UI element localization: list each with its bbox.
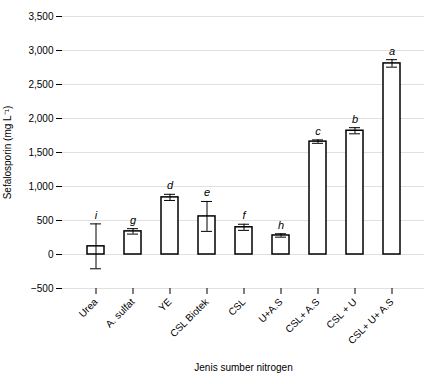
svg-text:b: b bbox=[352, 113, 358, 125]
svg-text:i: i bbox=[95, 209, 98, 221]
svg-text:0: 0 bbox=[48, 249, 54, 260]
svg-text:CSL Biotek: CSL Biotek bbox=[168, 296, 212, 340]
svg-text:Jenis sumber nitrogen: Jenis sumber nitrogen bbox=[194, 362, 292, 373]
svg-text:d: d bbox=[167, 179, 174, 191]
svg-text:YE: YE bbox=[156, 296, 173, 313]
svg-text:3,500: 3,500 bbox=[28, 11, 53, 22]
svg-text:Urea: Urea bbox=[77, 296, 100, 319]
svg-text:−500: −500 bbox=[31, 283, 54, 294]
svg-text:h: h bbox=[278, 219, 284, 231]
svg-text:1,500: 1,500 bbox=[28, 147, 53, 158]
svg-text:a: a bbox=[389, 45, 395, 57]
svg-text:U+A.S: U+A.S bbox=[256, 296, 285, 325]
svg-text:CSL: CSL bbox=[226, 296, 248, 318]
svg-text:e: e bbox=[204, 186, 210, 198]
svg-text:Sefalosporin (mg L⁻¹): Sefalosporin (mg L⁻¹) bbox=[2, 106, 13, 200]
svg-text:A. sulfat: A. sulfat bbox=[103, 296, 136, 329]
svg-text:g: g bbox=[130, 214, 137, 226]
svg-text:3,000: 3,000 bbox=[28, 45, 53, 56]
svg-text:2,000: 2,000 bbox=[28, 113, 53, 124]
svg-text:CSL + U: CSL + U bbox=[324, 296, 358, 330]
svg-text:500: 500 bbox=[37, 215, 54, 226]
svg-text:CSL+ A.S: CSL+ A.S bbox=[283, 296, 322, 335]
svg-text:f: f bbox=[242, 209, 246, 221]
svg-text:CSL+ U+ A.S: CSL+ U+ A.S bbox=[346, 296, 396, 346]
svg-text:1,000: 1,000 bbox=[28, 181, 53, 192]
svg-text:2,500: 2,500 bbox=[28, 79, 53, 90]
svg-text:c: c bbox=[315, 125, 321, 137]
